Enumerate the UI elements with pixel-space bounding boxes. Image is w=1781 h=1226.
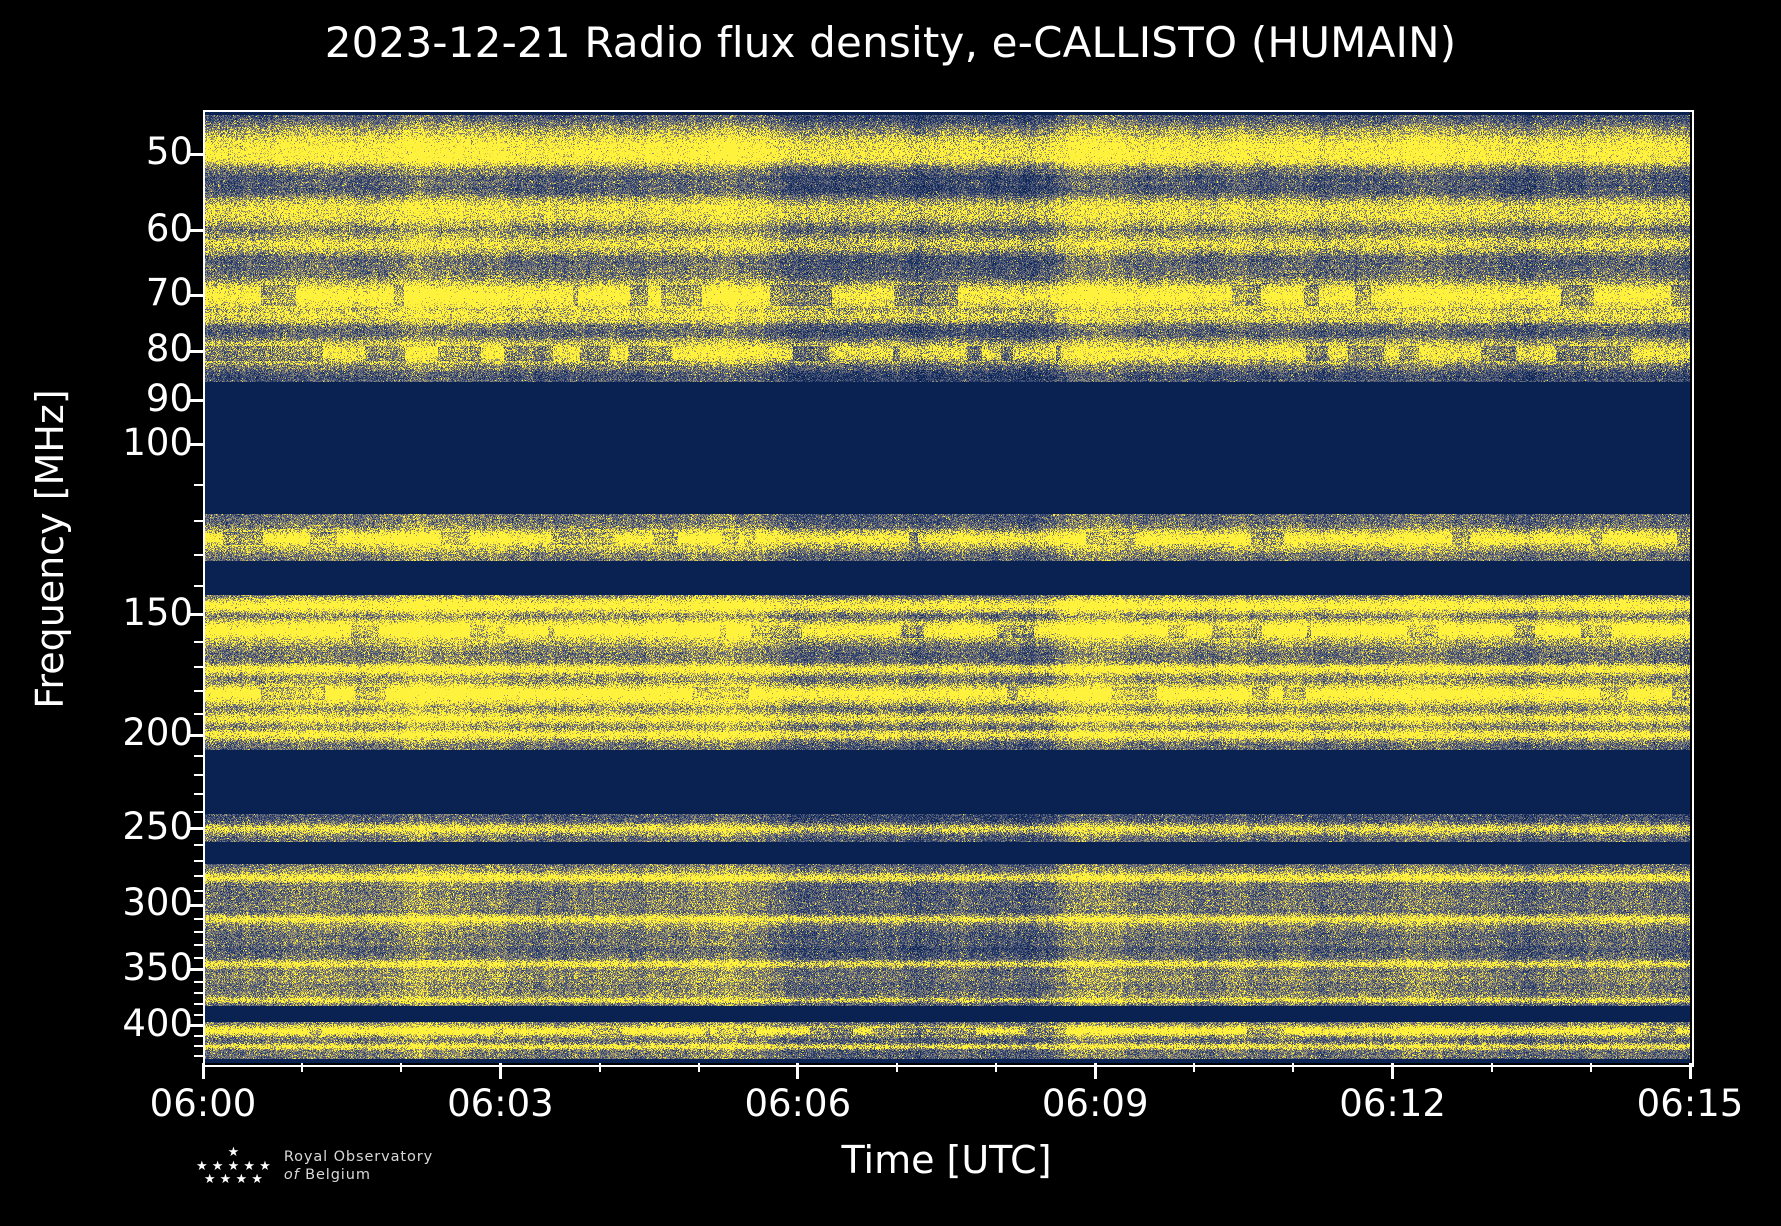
y-minor-tick-230 [194,792,203,795]
x-tick-label-06:00: 06:00 [149,1082,257,1125]
logo-line-organization: Royal Observatory [283,1149,434,1166]
y-minor-tick-170 [194,666,203,669]
spectrogram-canvas[interactable] [203,110,1690,1063]
star-row-bottom: ★ ★ ★ ★ [203,1172,263,1188]
x-tick-label-06:09: 06:09 [1041,1082,1149,1125]
page-title: 2023-12-21 Radio flux density, e-CALLIST… [324,18,1457,67]
x-minor-tick-10 [1193,1063,1196,1072]
y-minor-tick-270 [194,860,203,863]
royal-observatory-logo: ★ ★ ★ ★ ★ ★ ★ ★ ★ ★ Royal Observatory of… [196,1146,433,1187]
y-tick-80 [187,349,203,353]
y-minor-tick-340 [194,956,203,959]
y-tick-70 [187,293,203,297]
y-minor-tick-380 [194,1003,203,1006]
x-tick-06:03 [498,1063,502,1079]
y-tick-label-150: 150 [122,590,193,634]
star-row-middle: ★ ★ ★ ★ ★ [196,1158,271,1174]
y-tick-label-250: 250 [122,804,193,848]
y-minor-tick-110 [194,483,203,486]
y-tick-200 [187,733,203,737]
y-minor-tick-390 [194,1014,203,1017]
y-minor-tick-260 [194,844,203,847]
x-tick-label-06:06: 06:06 [744,1082,852,1125]
y-minor-tick-430 [194,1055,203,1058]
y-minor-tick-310 [194,918,203,921]
y-tick-150 [187,613,203,617]
stars-icon: ★ ★ ★ ★ ★ ★ ★ ★ ★ ★ [196,1146,271,1187]
y-tick-label-50: 50 [145,130,193,174]
y-tick-label-100: 100 [122,420,193,464]
y-minor-tick-320 [194,931,203,934]
x-minor-tick-11 [1292,1063,1295,1072]
y-minor-tick-220 [194,774,203,777]
x-minor-tick-4 [598,1063,601,1072]
y-minor-tick-330 [194,944,203,947]
x-axis-title: Time [UTC] [841,1138,1052,1182]
logo-text: Royal Observatory of Belgium [284,1148,433,1184]
spectrogram-plot-area[interactable] [203,110,1690,1063]
y-tick-label-400: 400 [122,1001,193,1045]
y-tick-300 [187,903,203,907]
logo-belgium-word: Belgium [305,1167,371,1184]
x-tick-06:09 [1093,1063,1097,1079]
x-tick-06:06 [796,1063,800,1079]
y-tick-label-90: 90 [145,376,193,420]
y-tick-label-60: 60 [145,206,193,250]
y-minor-tick-160 [194,640,203,643]
y-tick-50 [187,152,203,156]
y-minor-tick-140 [194,584,203,587]
y-tick-350 [187,968,203,972]
y-tick-250 [187,827,203,831]
y-tick-400 [187,1024,203,1028]
x-tick-label-06:15: 06:15 [1636,1082,1744,1125]
x-tick-06:12 [1391,1063,1395,1079]
y-minor-tick-420 [194,1045,203,1048]
x-minor-tick-8 [995,1063,998,1072]
y-minor-tick-240 [194,810,203,813]
y-tick-60 [187,229,203,233]
y-tick-100 [187,443,203,447]
y-tick-label-70: 70 [145,271,193,315]
y-tick-label-350: 350 [122,945,193,989]
x-tick-06:00 [201,1063,205,1079]
y-minor-tick-190 [194,712,203,715]
logo-of-word: of [283,1167,300,1184]
y-axis-title: Frequency [MHz] [28,389,72,709]
x-minor-tick-2 [400,1063,403,1072]
y-minor-tick-130 [194,553,203,556]
y-minor-tick-180 [194,690,203,693]
x-tick-label-06:03: 06:03 [447,1082,554,1125]
y-tick-90 [187,399,203,403]
y-minor-tick-370 [194,992,203,995]
x-minor-tick-14 [1589,1063,1592,1072]
star-row-top: ★ [227,1145,240,1160]
y-tick-label-300: 300 [122,881,193,925]
x-tick-label-06:12: 06:12 [1339,1082,1446,1125]
y-minor-tick-360 [194,980,203,983]
y-tick-label-80: 80 [145,327,193,371]
y-minor-tick-120 [194,520,203,523]
y-tick-label-200: 200 [122,711,193,755]
x-minor-tick-1 [301,1063,304,1072]
x-minor-tick-7 [895,1063,898,1072]
x-tick-06:15 [1688,1063,1692,1079]
logo-line-country: of Belgium [284,1166,433,1184]
x-minor-tick-13 [1490,1063,1493,1072]
y-minor-tick-410 [194,1035,203,1038]
y-minor-tick-290 [194,890,203,893]
x-minor-tick-5 [697,1063,700,1072]
y-minor-tick-280 [194,875,203,878]
y-minor-tick-210 [194,754,203,757]
